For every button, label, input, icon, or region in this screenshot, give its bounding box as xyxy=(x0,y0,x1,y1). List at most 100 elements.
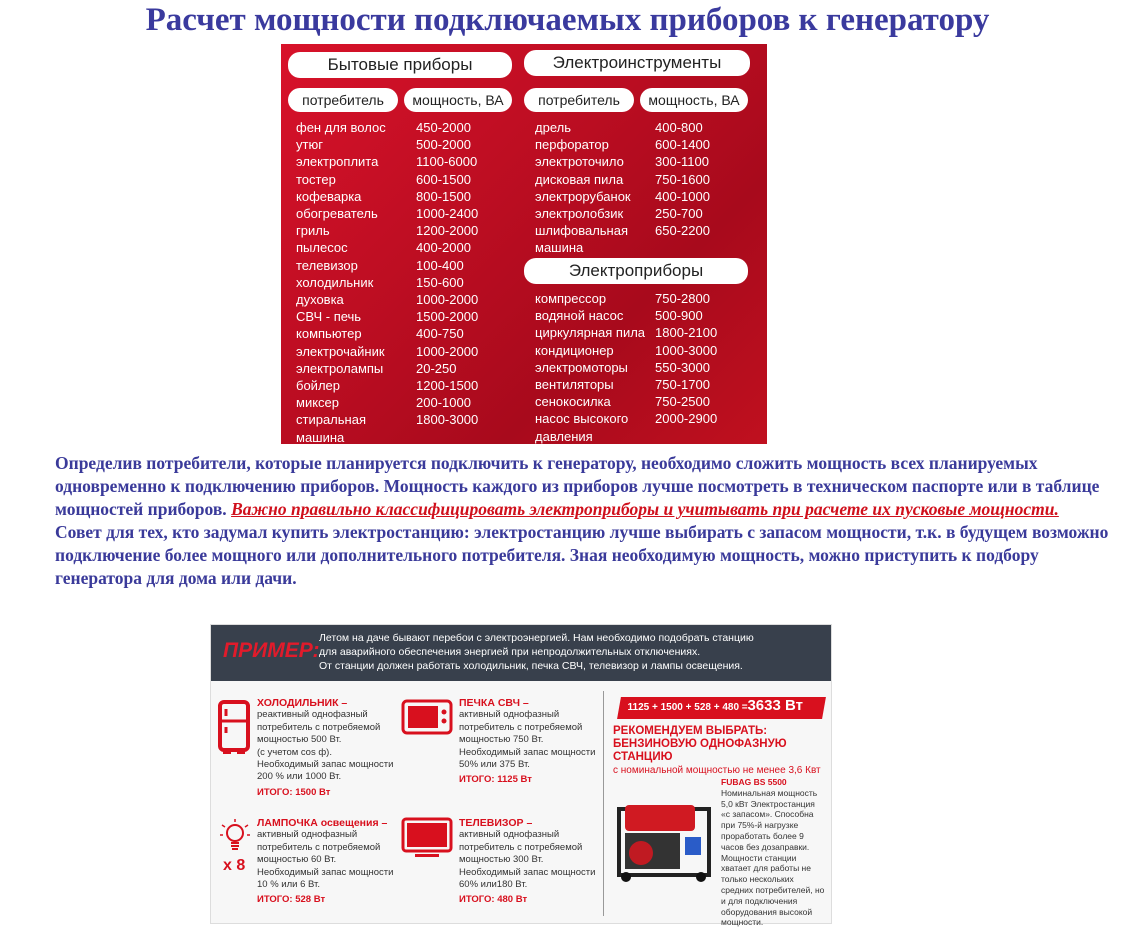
power-value: 300-1100 xyxy=(655,154,709,170)
consumer-name: бойлер xyxy=(296,378,340,394)
table-row: дрель 400-800 xyxy=(535,119,745,136)
consumer-name: холодильник xyxy=(296,274,374,290)
item-line: потребитель с потребяемой xyxy=(257,721,381,733)
consumer-name: стиральная машина xyxy=(296,412,366,445)
power-value: 500-2000 xyxy=(416,137,471,153)
consumer-name: электрорубанок xyxy=(535,188,631,204)
table-row: СВЧ - печь 1500-2000 xyxy=(296,308,506,325)
consumer-name: электролампы xyxy=(296,360,384,376)
consumer-name: водяной насос xyxy=(535,308,624,324)
power-value: 400-800 xyxy=(655,120,703,135)
rec-line-2: БЕНЗИНОВУЮ ОДНОФАЗНУЮ СТАНЦИЮ xyxy=(613,738,787,763)
power-value: 2000-2900 xyxy=(655,411,718,427)
item-line: мощностью 500 Вт. xyxy=(257,734,342,746)
consumer-name: кондиционер xyxy=(535,342,614,358)
consumer-name: электрочайник xyxy=(296,343,385,359)
item-line: Необходимый запас мощности xyxy=(257,866,394,878)
item-line: потребитель с потребяемой xyxy=(459,841,583,853)
consumer-name: компрессор xyxy=(535,291,607,306)
tools-col2: мощность, ВА xyxy=(640,88,748,112)
item-line: 60% или180 Вт. xyxy=(459,879,528,891)
power-value: 800-1500 xyxy=(416,188,471,204)
intro-line: Летом на даче бывают перебои с электроэн… xyxy=(319,632,754,644)
consumer-name: пылесос xyxy=(296,240,348,256)
item-title: ПЕЧКА СВЧ – xyxy=(459,697,529,709)
fridge-icon xyxy=(218,700,250,754)
table-row: бойлер 1200-1500 xyxy=(296,377,506,394)
consumer-name: обогреватель xyxy=(296,206,378,222)
table-row: обогреватель 1000-2400 xyxy=(296,205,506,222)
power-value: 500-900 xyxy=(655,308,703,324)
generator-description: FUBAG BS 5500 Номинальная мощность 5,0 к… xyxy=(721,777,826,928)
item-total: ИТОГО: 1125 Вт xyxy=(459,774,532,786)
item-fridge: ХОЛОДИЛЬНИК – реактивный однофазный потреб… xyxy=(257,697,447,799)
item-line: мощностью 300 Вт. xyxy=(459,854,544,866)
item-line: активный однофазный xyxy=(459,829,560,841)
item-line: потребитель с потребяемой xyxy=(459,721,583,733)
power-table-image: Бытовые приборы Электроинструменты потре… xyxy=(281,44,767,446)
table-row: электрочайник 1000-2000 xyxy=(296,343,506,360)
consumer-name: электромоторы xyxy=(535,359,628,375)
table-row: электроплита 1100-6000 xyxy=(296,153,506,170)
table-row: вентиляторы 750-1700 xyxy=(535,376,745,393)
power-value: 20-250 xyxy=(416,360,457,376)
item-line: 10 % или 6 Вт. xyxy=(257,879,320,891)
consumer-name: дрель xyxy=(535,120,571,135)
item-line: активный однофазный xyxy=(459,709,560,721)
power-value: 600-1400 xyxy=(655,137,710,153)
consumer-name: кофеварка xyxy=(296,188,362,204)
table-row: телевизор 100-400 xyxy=(296,257,506,274)
rec-line-3: с номинальной мощностью не менее 3,6 Квт xyxy=(613,765,821,776)
table-row: шлифовальная машина 650-2200 xyxy=(535,222,745,256)
example-intro: Летом на даче бывают перебои с электроэн… xyxy=(319,631,754,673)
table-row: миксер 200-1000 xyxy=(296,394,506,411)
item-total: ИТОГО: 528 Вт xyxy=(257,894,326,906)
consumer-name: сенокосилка xyxy=(535,394,611,410)
table-row: электрорубанок 400-1000 xyxy=(535,188,745,205)
warning-text: Важно правильно классифицировать электро… xyxy=(231,499,1059,519)
item-line: потребитель с потребяемой xyxy=(257,841,381,853)
table-row: насос высокого давления 2000-2900 xyxy=(535,410,745,444)
table-row: компрессор 750-2800 xyxy=(535,290,745,307)
recommendation: РЕКОМЕНДУЕМ ВЫБРАТЬ: БЕНЗИНОВУЮ ОДНОФАЗН… xyxy=(613,725,828,777)
item-bulb: ЛАМПОЧКА освещения – активный однофазный п… xyxy=(257,817,447,907)
generator-image xyxy=(617,805,711,882)
power-value: 1200-1500 xyxy=(416,378,479,394)
power-value: 550-3000 xyxy=(655,359,710,375)
tv-icon xyxy=(401,817,453,857)
power-value: 750-2500 xyxy=(655,394,710,410)
tools-list: дрель 400-800 перфоратор 600-1400 электроточ… xyxy=(535,119,745,257)
power-value: 400-750 xyxy=(416,326,464,342)
item-line: 200 % или 1000 Вт. xyxy=(257,771,342,783)
table-row: утюг 500-2000 xyxy=(296,136,506,153)
item-title: ТЕЛЕВИЗОР – xyxy=(459,817,533,829)
table-row: гриль 1200-2000 xyxy=(296,222,506,239)
consumer-name: перфоратор xyxy=(535,137,609,153)
item-line: Необходимый запас мощности xyxy=(257,759,394,771)
power-value: 400-1000 xyxy=(655,188,710,204)
item-line: Необходимый запас мощности xyxy=(459,866,596,878)
consumer-name: телевизор xyxy=(296,257,358,273)
household-list: фен для волос 450-2000 утюг 500-2000 электро… xyxy=(296,119,506,446)
paragraph-1: Определив потребители, которые планирует… xyxy=(55,453,1100,519)
item-line: мощностью 60 Вт. xyxy=(257,854,337,866)
power-value: 100-400 xyxy=(416,257,464,273)
consumer-name: гриль xyxy=(296,223,330,239)
consumer-name: электроточило xyxy=(535,154,624,170)
power-value: 200-1000 xyxy=(416,395,471,411)
power-value: 650-2200 xyxy=(655,223,710,239)
table-row: водяной насос 500-900 xyxy=(535,307,745,324)
table-row: электромоторы 550-3000 xyxy=(535,359,745,376)
generator-text: Номинальная мощность 5,0 кВт Электростан… xyxy=(721,787,825,928)
table-row: пылесос 400-2000 xyxy=(296,239,506,256)
light-bulb-icon xyxy=(220,819,250,850)
power-value: 1000-2000 xyxy=(416,292,479,308)
consumer-name: вентиляторы xyxy=(535,377,614,393)
consumer-name: духовка xyxy=(296,292,344,308)
power-value: 450-2000 xyxy=(416,120,471,135)
power-value: 250-700 xyxy=(655,206,703,222)
table-row: электролампы 20-250 xyxy=(296,360,506,377)
consumer-name: насос высокого давления xyxy=(535,411,629,444)
sum-expression: 1125 + 1500 + 528 + 480 = xyxy=(627,702,748,713)
item-line: мощностью 750 Вт. xyxy=(459,734,544,746)
